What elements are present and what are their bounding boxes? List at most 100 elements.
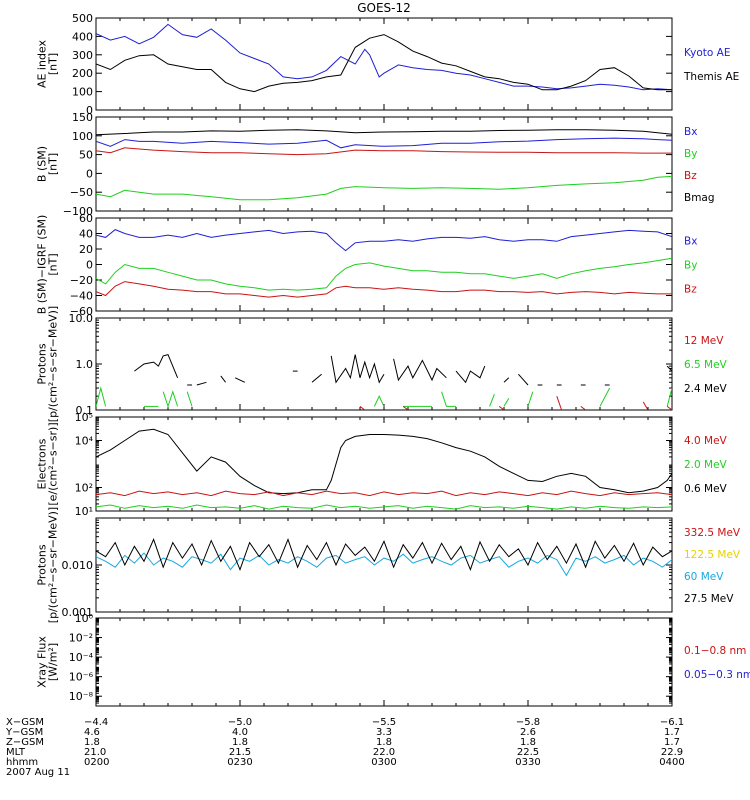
panel-2-legend-bx: Bx — [684, 126, 697, 138]
panel-4-series-2-4-mev-segment — [311, 373, 322, 383]
panel-1-legend-themis-ae: Themis AE — [683, 71, 739, 83]
panel-5-ytick-label: 10⁴ — [75, 435, 94, 448]
xaxis-row-value: −5.0 — [228, 717, 252, 728]
xaxis-row-value: 22.5 — [517, 747, 539, 758]
panel-4-series-2-4-mev-segment — [503, 377, 510, 383]
panel-4-series-6-5-mev-segment — [186, 391, 193, 407]
panel-7-legend-0-05-0-3-nm: 0.05−0.3 nm — [684, 669, 750, 681]
panel-1-ytick-label: 400 — [72, 30, 93, 43]
panel-1-ytick-label: 300 — [72, 49, 93, 62]
panel-7-ytick-label: 10⁰ — [75, 612, 94, 625]
panel-6-series-27-5-mev-line — [96, 537, 672, 572]
panel-5-series-2-0-mev-line — [96, 504, 672, 510]
panel-1-series-themis-ae-line — [96, 34, 672, 93]
panel-4-series-12-mev-segment — [498, 405, 505, 410]
xaxis-row-label: hhmm — [6, 757, 38, 768]
panel-4-ytick-label: 10.0 — [69, 312, 94, 325]
panel-6-legend-122-5-mev: 122.5 MeV — [684, 549, 741, 561]
panel-4-series-2-4-mev-segment — [393, 358, 447, 382]
panel-6-frame — [95, 517, 673, 613]
xaxis-row-value: −4.4 — [84, 717, 108, 728]
panel-4-series-6-5-mev-segment — [503, 398, 510, 407]
panel-2-legend-bmag: Bmag — [684, 192, 715, 204]
panel-4-series-12-mev-segment — [556, 396, 563, 410]
xaxis-row-value: 1.8 — [84, 737, 100, 748]
panel-5-ylabel: [e/(cm²−s−sr)] — [47, 422, 60, 505]
xaxis-row-label: Z−GSM — [6, 737, 44, 748]
panel-6-series-60-mev-line — [96, 552, 672, 577]
panel-4-series-2-4-mev-segment — [666, 365, 672, 372]
panel-5-ytick-label: 10⁵ — [75, 411, 93, 424]
xaxis-row-value: 1.8 — [520, 737, 536, 748]
panel-1-ylabel: [nT] — [47, 53, 60, 75]
panel-6-ytick-label: 0.010 — [62, 559, 94, 572]
panel-4-series-6-5-mev-segment — [599, 387, 611, 407]
panel-3-legend-bx: Bx — [684, 236, 697, 248]
xaxis-row-value: 1.8 — [232, 737, 248, 748]
panel-5-series-4-0-mev-line — [96, 490, 672, 497]
panel-2-legend-by: By — [684, 148, 697, 160]
panel-2-ytick-label: 150 — [72, 111, 93, 124]
panel-6-ylabel: [p/(cm²−s−sr−MeV)] — [47, 507, 60, 623]
plot-date: 2007 Aug 11 — [6, 767, 70, 778]
panel-4-series-2-4-mev-segment — [330, 354, 385, 384]
panel-2-ytick-label: 0 — [86, 167, 93, 180]
panel-6-legend-332-5-mev: 332.5 MeV — [684, 527, 741, 539]
panel-4-series-2-4-mev-segment — [455, 365, 486, 384]
panel-3-legend-bz: Bz — [684, 284, 697, 296]
panel-2-series-bx-line — [96, 137, 672, 149]
panel-5-ytick-label: 10¹ — [75, 505, 93, 518]
xaxis-row-value: 0300 — [371, 757, 396, 768]
panel-2-series-bz-line — [96, 147, 672, 156]
panel-3-ytick-label: 40 — [79, 228, 93, 241]
xaxis-row-value: 0400 — [659, 757, 684, 768]
panel-4-series-6-5-mev-segment — [96, 386, 107, 407]
panel-4-series-6-5-mev-segment — [441, 391, 456, 407]
panel-5-ylabel: Electrons — [36, 438, 49, 489]
xaxis-row-value: 22.9 — [661, 747, 683, 758]
panel-1-ytick-label: 200 — [72, 67, 93, 80]
xaxis-row-value: 4.0 — [232, 727, 248, 738]
panel-5-frame — [95, 416, 673, 512]
panel-4-series-12-mev-segment — [402, 405, 409, 410]
panel-4-series-6-5-mev-segment — [527, 391, 534, 407]
panel-4-series-12-mev-segment — [359, 405, 366, 410]
panel-2-series-bmag-line — [96, 129, 672, 136]
panel-7-ytick-label: 10⁻² — [69, 632, 93, 645]
panel-1-ytick-label: 500 — [72, 12, 93, 25]
panel-4-series-12-mev-segment — [580, 405, 586, 410]
panel-4-ytick-label: 1.0 — [76, 358, 94, 371]
panel-4-series-2-4-mev-segment — [234, 377, 246, 383]
panel-3-ytick-label: −20 — [70, 274, 93, 287]
panel-4-ylabel: [p/(cm²−s−sr−MeV)] — [47, 306, 60, 422]
panel-7-ytick-label: 10⁻⁴ — [69, 651, 94, 664]
panel-2-ytick-label: 100 — [72, 130, 93, 143]
xaxis-row-value: 21.5 — [229, 747, 251, 758]
xaxis-row-value: 22.0 — [373, 747, 395, 758]
panel-2-legend-bz: Bz — [684, 170, 697, 182]
panel-1-series-kyoto-ae-line — [96, 23, 672, 91]
xaxis-row-value: 1.7 — [664, 727, 680, 738]
panel-3-ytick-label: 0 — [86, 259, 93, 272]
xaxis-row-value: 0200 — [84, 757, 109, 768]
panel-4-frame — [95, 317, 673, 411]
panel-5-series-0-6-mev-line — [96, 428, 672, 495]
panel-5-legend-2-0-mev: 2.0 MeV — [684, 459, 728, 471]
xaxis-row-value: 2.6 — [520, 727, 536, 738]
panel-2-frame — [95, 116, 673, 212]
panel-2-ylabel: [nT] — [47, 153, 60, 175]
panel-6-legend-60-mev: 60 MeV — [684, 571, 724, 583]
xaxis-row-value: 1.8 — [376, 737, 392, 748]
panel-1-frame — [95, 17, 673, 111]
xaxis-row-label: MLT — [6, 747, 26, 758]
panel-3-ytick-label: −60 — [70, 305, 93, 318]
panel-3-ytick-label: −40 — [70, 290, 93, 303]
panel-5-legend-4-0-mev: 4.0 MeV — [684, 435, 728, 447]
panel-3-series-bx-line — [96, 229, 672, 252]
panel-2-ytick-label: −50 — [70, 186, 93, 199]
panel-7-ytick-label: 10⁻⁸ — [69, 690, 94, 703]
panel-6-legend-27-5-mev: 27.5 MeV — [684, 593, 734, 605]
xaxis-row-value: 3.3 — [376, 727, 392, 738]
panel-4-series-12-mev-segment — [642, 401, 649, 410]
